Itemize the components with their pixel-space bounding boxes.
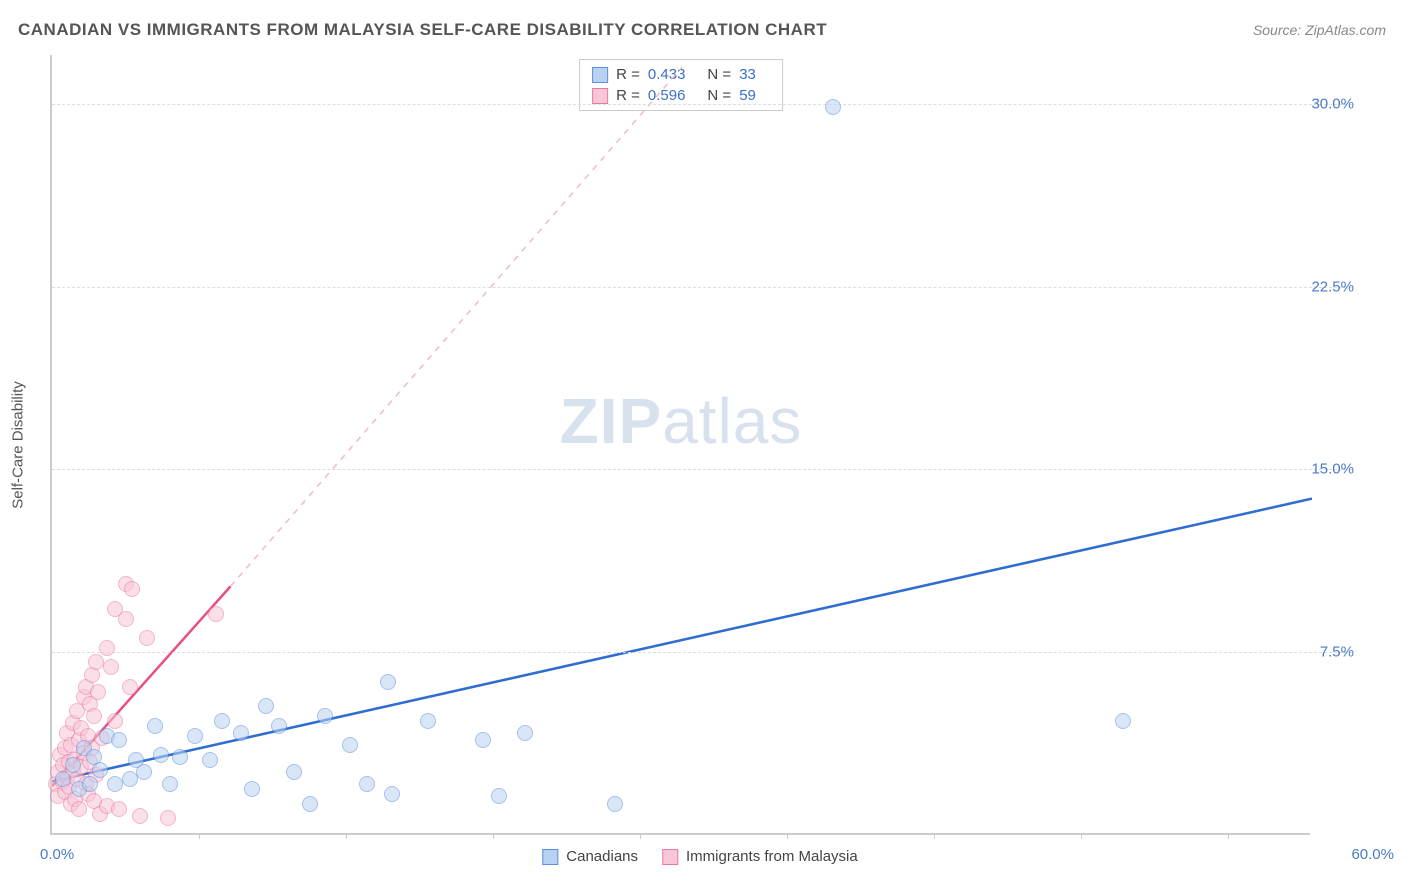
data-point-malaysia <box>90 684 106 700</box>
x-tick <box>1081 833 1082 839</box>
data-point-canadians <box>342 737 358 753</box>
data-point-canadians <box>384 786 400 802</box>
y-tick-label: 30.0% <box>1311 95 1354 112</box>
data-point-canadians <box>202 752 218 768</box>
data-point-malaysia <box>118 611 134 627</box>
swatch-malaysia <box>662 849 678 865</box>
data-point-canadians <box>517 725 533 741</box>
gridline <box>52 652 1352 653</box>
data-point-canadians <box>187 728 203 744</box>
data-point-canadians <box>491 788 507 804</box>
data-point-canadians <box>302 796 318 812</box>
y-tick-label: 22.5% <box>1311 278 1354 295</box>
data-point-malaysia <box>71 801 87 817</box>
data-point-canadians <box>420 713 436 729</box>
gridline <box>52 287 1352 288</box>
x-tick <box>493 833 494 839</box>
chart-header: CANADIAN VS IMMIGRANTS FROM MALAYSIA SEL… <box>18 20 1386 40</box>
data-point-malaysia <box>139 630 155 646</box>
data-point-canadians <box>825 99 841 115</box>
n-value-canadians: 33 <box>739 66 756 83</box>
data-point-malaysia <box>124 581 140 597</box>
data-point-canadians <box>271 718 287 734</box>
x-tick <box>934 833 935 839</box>
data-point-canadians <box>317 708 333 724</box>
x-tick <box>640 833 641 839</box>
chart-area: Self-Care Disability ZIPatlas R = 0.433 … <box>50 55 1350 835</box>
data-point-malaysia <box>122 679 138 695</box>
data-point-canadians <box>258 698 274 714</box>
swatch-canadians <box>592 67 608 83</box>
data-point-canadians <box>147 718 163 734</box>
data-point-canadians <box>92 762 108 778</box>
data-point-malaysia <box>132 808 148 824</box>
gridline <box>52 469 1352 470</box>
x-tick <box>346 833 347 839</box>
legend-row-canadians: R = 0.433 N = 33 <box>592 64 770 85</box>
data-point-malaysia <box>160 810 176 826</box>
watermark: ZIPatlas <box>560 384 803 458</box>
data-point-canadians <box>286 764 302 780</box>
data-point-malaysia <box>88 654 104 670</box>
gridline <box>52 104 1352 105</box>
x-tick <box>1228 833 1229 839</box>
x-tick <box>199 833 200 839</box>
series-legend: Canadians Immigrants from Malaysia <box>542 848 857 865</box>
data-point-canadians <box>475 732 491 748</box>
n-value-malaysia: 59 <box>739 87 756 104</box>
data-point-canadians <box>607 796 623 812</box>
r-value-malaysia: 0.596 <box>648 87 686 104</box>
data-point-canadians <box>244 781 260 797</box>
source-attribution: Source: ZipAtlas.com <box>1253 22 1386 38</box>
data-point-canadians <box>136 764 152 780</box>
data-point-canadians <box>162 776 178 792</box>
chart-title: CANADIAN VS IMMIGRANTS FROM MALAYSIA SEL… <box>18 20 827 40</box>
y-tick-label: 7.5% <box>1320 644 1354 661</box>
data-point-canadians <box>214 713 230 729</box>
data-point-canadians <box>359 776 375 792</box>
data-point-canadians <box>55 771 71 787</box>
legend-item-canadians: Canadians <box>542 848 638 865</box>
data-point-canadians <box>107 776 123 792</box>
data-point-canadians <box>153 747 169 763</box>
plot-region: ZIPatlas R = 0.433 N = 33 R = 0.596 N = … <box>50 55 1310 835</box>
data-point-canadians <box>380 674 396 690</box>
data-point-canadians <box>111 732 127 748</box>
data-point-canadians <box>65 757 81 773</box>
swatch-malaysia <box>592 88 608 104</box>
y-tick-label: 15.0% <box>1311 461 1354 478</box>
data-point-malaysia <box>103 659 119 675</box>
data-point-malaysia <box>99 640 115 656</box>
x-max-label: 60.0% <box>1351 846 1394 863</box>
x-tick <box>787 833 788 839</box>
data-point-malaysia <box>208 606 224 622</box>
data-point-malaysia <box>86 708 102 724</box>
data-point-canadians <box>122 771 138 787</box>
legend-item-malaysia: Immigrants from Malaysia <box>662 848 858 865</box>
x-origin-label: 0.0% <box>40 846 74 863</box>
data-point-canadians <box>1115 713 1131 729</box>
data-point-malaysia <box>107 713 123 729</box>
data-point-malaysia <box>111 801 127 817</box>
y-axis-label: Self-Care Disability <box>10 381 27 509</box>
swatch-canadians <box>542 849 558 865</box>
r-value-canadians: 0.433 <box>648 66 686 83</box>
data-point-canadians <box>82 776 98 792</box>
data-point-canadians <box>233 725 249 741</box>
data-point-canadians <box>172 749 188 765</box>
